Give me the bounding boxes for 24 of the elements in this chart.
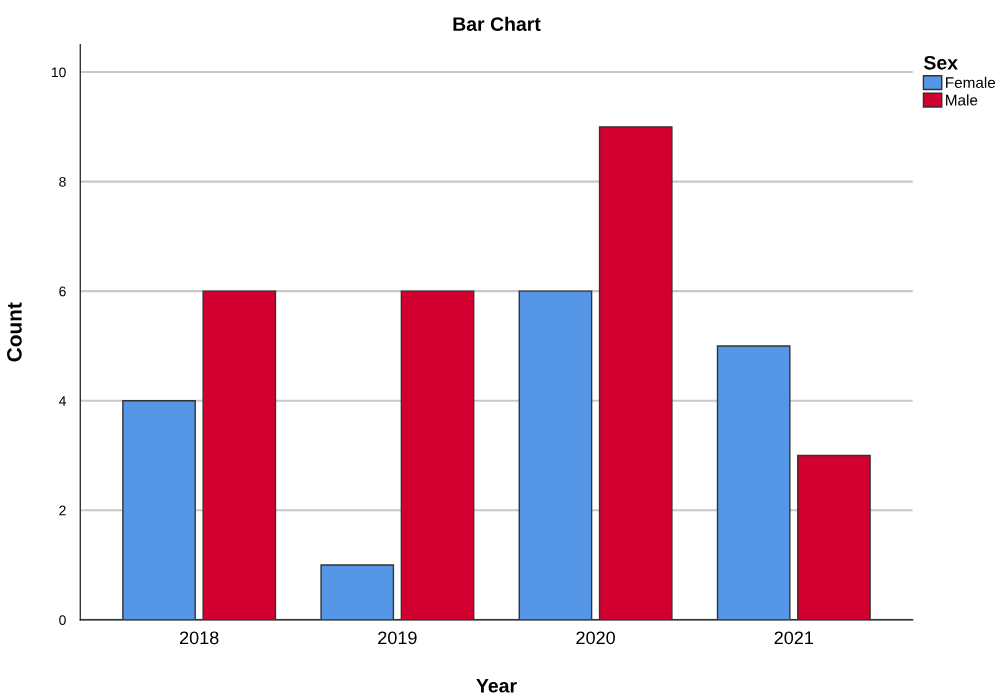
x-tick-label: 2021: [774, 631, 814, 645]
x-tick-label: 2020: [576, 631, 615, 645]
bar: [716, 345, 791, 620]
legend-label: Female: [946, 76, 996, 88]
x-axis-title: Year: [476, 679, 517, 693]
legend-title: Sex: [923, 55, 958, 70]
y-tick-label: 6: [59, 286, 66, 297]
legend-label: Male: [946, 94, 978, 106]
y-tick-label: 4: [58, 396, 66, 406]
bar: [320, 564, 395, 620]
y-tick-label: 10: [51, 67, 66, 78]
x-tick-label: 2019: [378, 631, 417, 645]
y-axis-title: Count: [7, 302, 22, 362]
bar: [518, 290, 593, 620]
bar: [797, 454, 871, 620]
bar: [202, 290, 277, 620]
bar: [122, 400, 196, 620]
bar: [598, 126, 673, 620]
y-tick-label: 0: [59, 615, 66, 625]
x-tick-label: 2018: [179, 631, 219, 645]
y-tick-label: 2: [59, 505, 66, 516]
chart-title: Bar Chart: [453, 16, 541, 31]
y-tick-label: 8: [59, 176, 66, 187]
bar: [400, 290, 475, 620]
